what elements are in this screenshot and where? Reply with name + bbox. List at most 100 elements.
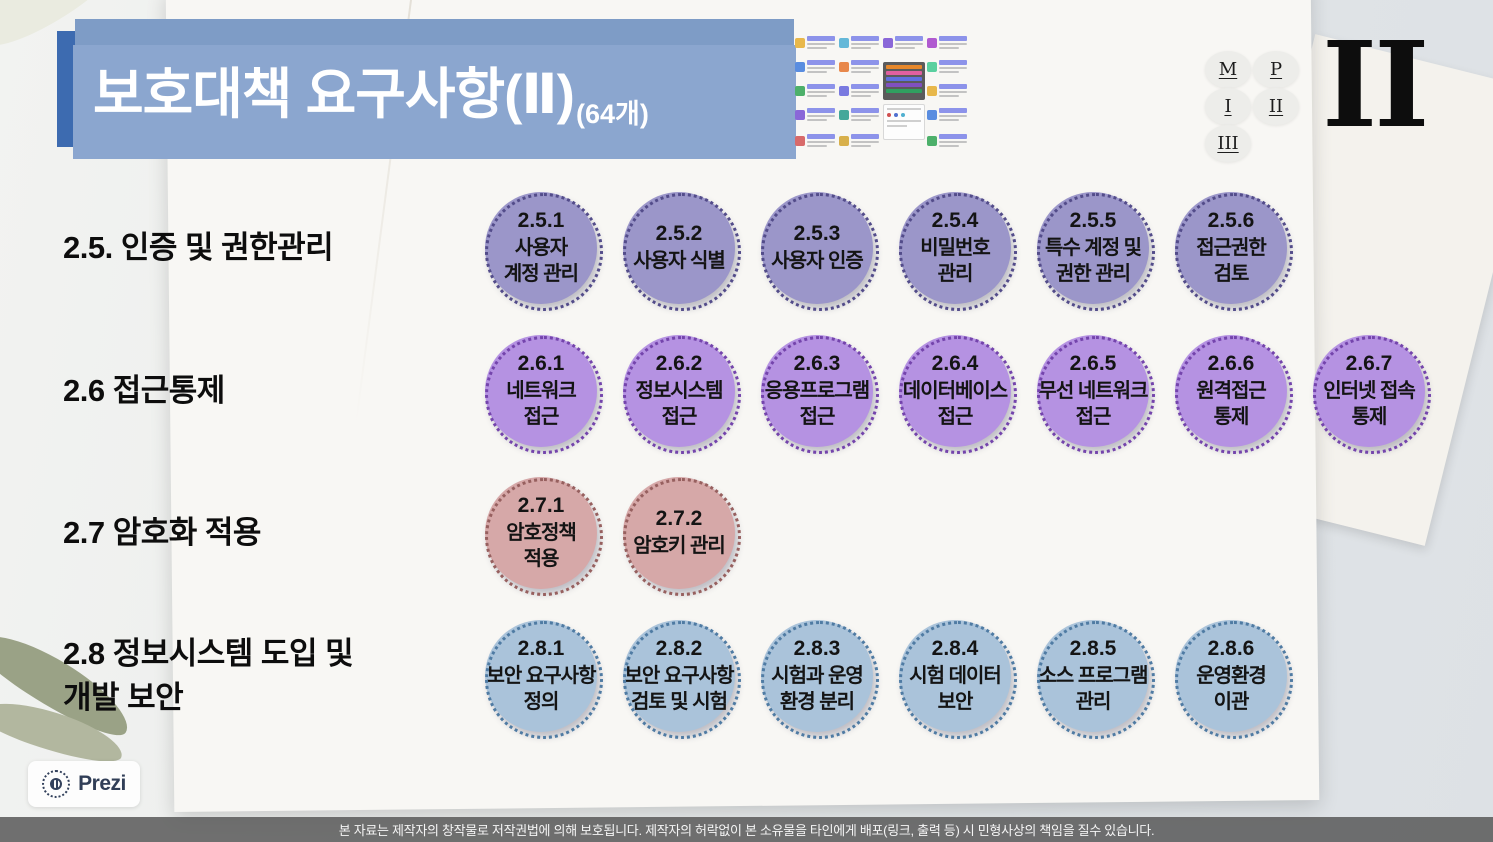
requirement-number: 2.6.7	[1345, 351, 1393, 375]
mini-slide-thumbnail	[795, 36, 835, 56]
requirement-circle-2.6.2[interactable]: 2.6.2 정보시스템 접근	[623, 335, 735, 447]
requirement-circle-2.5.6[interactable]: 2.5.6 접근권한 검토	[1175, 192, 1287, 304]
mini-slide-thumbnail	[927, 134, 967, 154]
requirement-circle-2.8.5[interactable]: 2.8.5 소스 프로그램 관리	[1037, 620, 1149, 732]
slide-thumbnails-collage	[795, 36, 967, 160]
requirement-number: 2.6.1	[517, 351, 565, 375]
circles-group-2-7: 2.7.1 암호정책 적용 2.7.2 암호키 관리	[485, 477, 735, 589]
circles-group-2-5: 2.5.1 사용자 계정 관리 2.5.2 사용자 식별 2.5.3 사용자 인증 2.5.…	[485, 192, 1287, 304]
nav-button-p[interactable]: P	[1253, 51, 1299, 88]
mini-slide-thumbnail	[795, 84, 835, 104]
requirement-title: 비밀번호 관리	[920, 236, 991, 285]
requirement-circle-2.5.1[interactable]: 2.5.1 사용자 계정 관리	[485, 192, 597, 304]
requirement-title: 시험 데이터 보안	[909, 664, 1002, 713]
requirement-circle-2.6.1[interactable]: 2.6.1 네트워크 접근	[485, 335, 597, 447]
requirement-circle-2.8.4[interactable]: 2.8.4 시험 데이터 보안	[899, 620, 1011, 732]
requirement-circle-2.6.5[interactable]: 2.6.5 무선 네트워크 접근	[1037, 335, 1149, 447]
requirement-number: 2.6.2	[655, 351, 703, 375]
requirement-circle-2.5.4[interactable]: 2.5.4 비밀번호 관리	[899, 192, 1011, 304]
requirement-title: 사용자 계정 관리	[503, 236, 579, 285]
mini-slide-thumbnail	[927, 108, 967, 128]
page-title: 보호대책 요구사항(Ⅱ)	[93, 63, 575, 125]
requirement-circle-2.5.3[interactable]: 2.5.3 사용자 인증	[761, 192, 873, 304]
requirement-title: 데이터베이스 접근	[902, 379, 1008, 428]
requirement-title: 시험과 운영 환경 분리	[771, 664, 864, 713]
mini-slide-thumbnail	[839, 134, 879, 154]
requirement-number: 2.5.1	[517, 208, 565, 232]
mini-slide-thumbnail	[795, 60, 835, 80]
mini-slide-thumbnail	[839, 36, 879, 56]
copyright-text: 본 자료는 제작자의 창작물로 저작권법에 의해 보호됩니다. 제작자의 허락없…	[338, 823, 1155, 838]
mini-slide-thumbnail	[927, 84, 967, 104]
mini-slide-thumbnail	[839, 60, 879, 80]
requirement-number: 2.8.6	[1207, 636, 1255, 660]
circles-group-2-8: 2.8.1 보안 요구사항 정의 2.8.2 보안 요구사항 검토 및 시험 2.8.3…	[485, 620, 1287, 732]
mini-slide-thumbnail	[883, 36, 923, 56]
requirement-title: 보안 요구사항 정의	[486, 664, 597, 713]
copyright-footer: 본 자료는 제작자의 창작물로 저작권법에 의해 보호됩니다. 제작자의 허락없…	[0, 817, 1493, 842]
nav-button-main[interactable]: M	[1205, 51, 1251, 88]
requirement-title: 원격접근 통제	[1196, 379, 1267, 428]
nav-button-part-1[interactable]: I	[1205, 88, 1251, 125]
requirement-number: 2.8.3	[793, 636, 841, 660]
requirement-circle-2.6.7[interactable]: 2.6.7 인터넷 접속 통제	[1313, 335, 1425, 447]
requirement-circle-2.8.1[interactable]: 2.8.1 보안 요구사항 정의	[485, 620, 597, 732]
requirement-circle-2.8.2[interactable]: 2.8.2 보안 요구사항 검토 및 시험	[623, 620, 735, 732]
requirement-circle-2.5.2[interactable]: 2.5.2 사용자 식별	[623, 192, 735, 304]
title-banner: 보호대책 요구사항(Ⅱ) (64개)	[57, 19, 796, 159]
requirement-number: 2.6.4	[931, 351, 979, 375]
requirement-title: 운영환경 이관	[1196, 664, 1267, 713]
requirement-title: 접근권한 검토	[1196, 236, 1267, 285]
item-count-badge: (64개)	[575, 99, 649, 129]
requirement-number: 2.8.4	[931, 636, 979, 660]
requirement-circle-2.6.4[interactable]: 2.6.4 데이터베이스 접근	[899, 335, 1011, 447]
requirement-number: 2.8.1	[517, 636, 565, 660]
requirement-number: 2.5.2	[655, 221, 703, 245]
requirement-title: 사용자 인증	[771, 249, 864, 272]
requirement-circle-2.6.6[interactable]: 2.6.6 원격접근 통제	[1175, 335, 1287, 447]
requirement-circle-2.8.3[interactable]: 2.8.3 시험과 운영 환경 분리	[761, 620, 873, 732]
mini-slide-thumbnail	[839, 84, 879, 104]
circles-group-2-6: 2.6.1 네트워크 접근 2.6.2 정보시스템 접근 2.6.3 응용프로그램 접근 2…	[485, 335, 1425, 447]
requirement-number: 2.6.3	[793, 351, 841, 375]
nav-button-part-2[interactable]: II	[1253, 88, 1299, 125]
mini-diagram-thumbnail	[883, 104, 925, 140]
requirement-title: 사용자 식별	[633, 249, 726, 272]
requirements-row-2-6: 2.6 접근통제 2.6.1 네트워크 접근 2.6.2 정보시스템 접근 2.6.3 응…	[0, 335, 1493, 447]
section-label-2-6: 2.6 접근통제	[63, 372, 225, 408]
requirement-circle-2.6.3[interactable]: 2.6.3 응용프로그램 접근	[761, 335, 873, 447]
section-numeral: II	[1322, 15, 1429, 154]
nav-button-part-3[interactable]: III	[1205, 125, 1251, 162]
requirement-number: 2.8.2	[655, 636, 703, 660]
requirement-number: 2.6.6	[1207, 351, 1255, 375]
requirement-number: 2.8.5	[1069, 636, 1117, 660]
requirement-circle-2.7.1[interactable]: 2.7.1 암호정책 적용	[485, 477, 597, 589]
requirements-row-2-8: 2.8 정보시스템 도입 및 개발 보안 2.8.1 보안 요구사항 정의 2.8.…	[0, 620, 1493, 732]
requirement-number: 2.7.1	[517, 493, 565, 517]
requirement-title: 암호정책 적용	[506, 521, 577, 570]
requirement-title: 특수 계정 및 권한 관리	[1044, 236, 1142, 285]
requirement-number: 2.6.5	[1069, 351, 1117, 375]
prezi-logo[interactable]: Prezi	[28, 761, 140, 807]
mini-slide-thumbnail	[839, 108, 879, 128]
requirements-row-2-7: 2.7 암호화 적용 2.7.1 암호정책 적용 2.7.2 암호키 관리	[0, 477, 1493, 589]
requirement-number: 2.5.3	[793, 221, 841, 245]
requirement-circle-2.7.2[interactable]: 2.7.2 암호키 관리	[623, 477, 735, 589]
requirement-circle-2.8.6[interactable]: 2.8.6 운영환경 이관	[1175, 620, 1287, 732]
requirement-title: 응용프로그램 접근	[764, 379, 870, 428]
requirement-title: 보안 요구사항 검토 및 시험	[624, 664, 735, 713]
prezi-logo-text: Prezi	[78, 772, 126, 795]
requirement-number: 2.5.4	[931, 208, 979, 232]
mini-table-thumbnail	[883, 62, 925, 100]
mini-slide-thumbnail	[927, 60, 967, 80]
requirement-number: 2.7.2	[655, 506, 703, 530]
section-label-2-8: 2.8 정보시스템 도입 및 개발 보안	[63, 635, 354, 715]
requirement-title: 네트워크 접근	[506, 379, 577, 428]
mini-slide-thumbnail	[795, 134, 835, 154]
requirement-title: 인터넷 접속 통제	[1323, 379, 1416, 428]
requirement-title: 무선 네트워크 접근	[1038, 379, 1149, 428]
section-label-2-5: 2.5. 인증 및 권한관리	[63, 229, 334, 265]
requirement-circle-2.5.5[interactable]: 2.5.5 특수 계정 및 권한 관리	[1037, 192, 1149, 304]
requirement-title: 정보시스템 접근	[635, 379, 724, 428]
